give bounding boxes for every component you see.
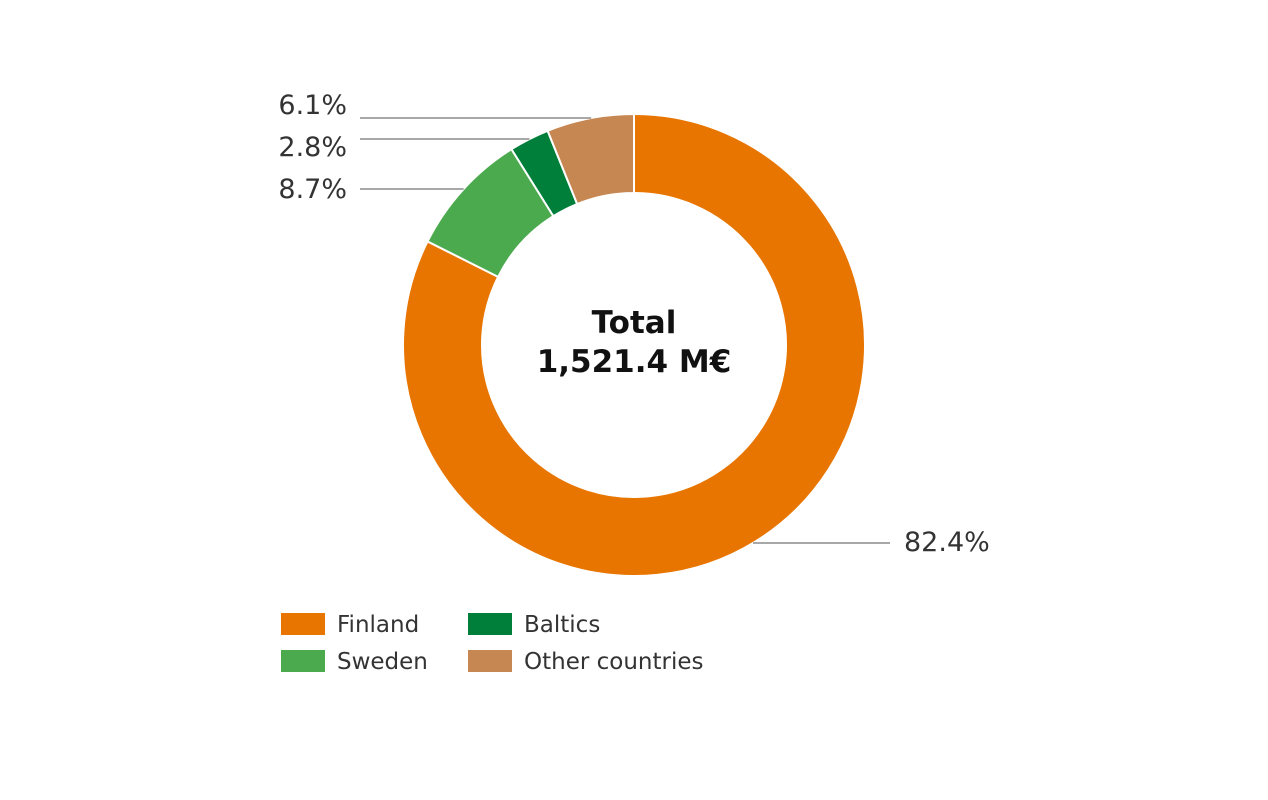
legend-label-baltics: Baltics: [524, 612, 600, 638]
slice-finland: [402, 112, 866, 577]
legend-label-finland: Finland: [337, 612, 419, 638]
slice-other-countries: [546, 112, 635, 206]
legend-swatch-other-countries: [468, 650, 512, 672]
slice-label-baltics: 2.8%: [278, 132, 347, 163]
legend: Finland Sweden Baltics Other countries: [281, 612, 704, 675]
legend-swatch-baltics: [468, 613, 512, 635]
leader-lines: [360, 117, 890, 544]
legend-label-other-countries: Other countries: [524, 649, 704, 675]
slice-label-finland: 82.4%: [904, 527, 990, 558]
legend-swatch-finland: [281, 613, 325, 635]
center-title: Total: [592, 305, 677, 341]
donut-slices: [402, 112, 866, 577]
slice-label-other-countries: 6.1%: [278, 90, 347, 121]
slice-label-sweden: 8.7%: [278, 174, 347, 205]
legend-label-sweden: Sweden: [337, 649, 428, 675]
center-total: 1,521.4 M€: [537, 344, 732, 380]
legend-swatch-sweden: [281, 650, 325, 672]
